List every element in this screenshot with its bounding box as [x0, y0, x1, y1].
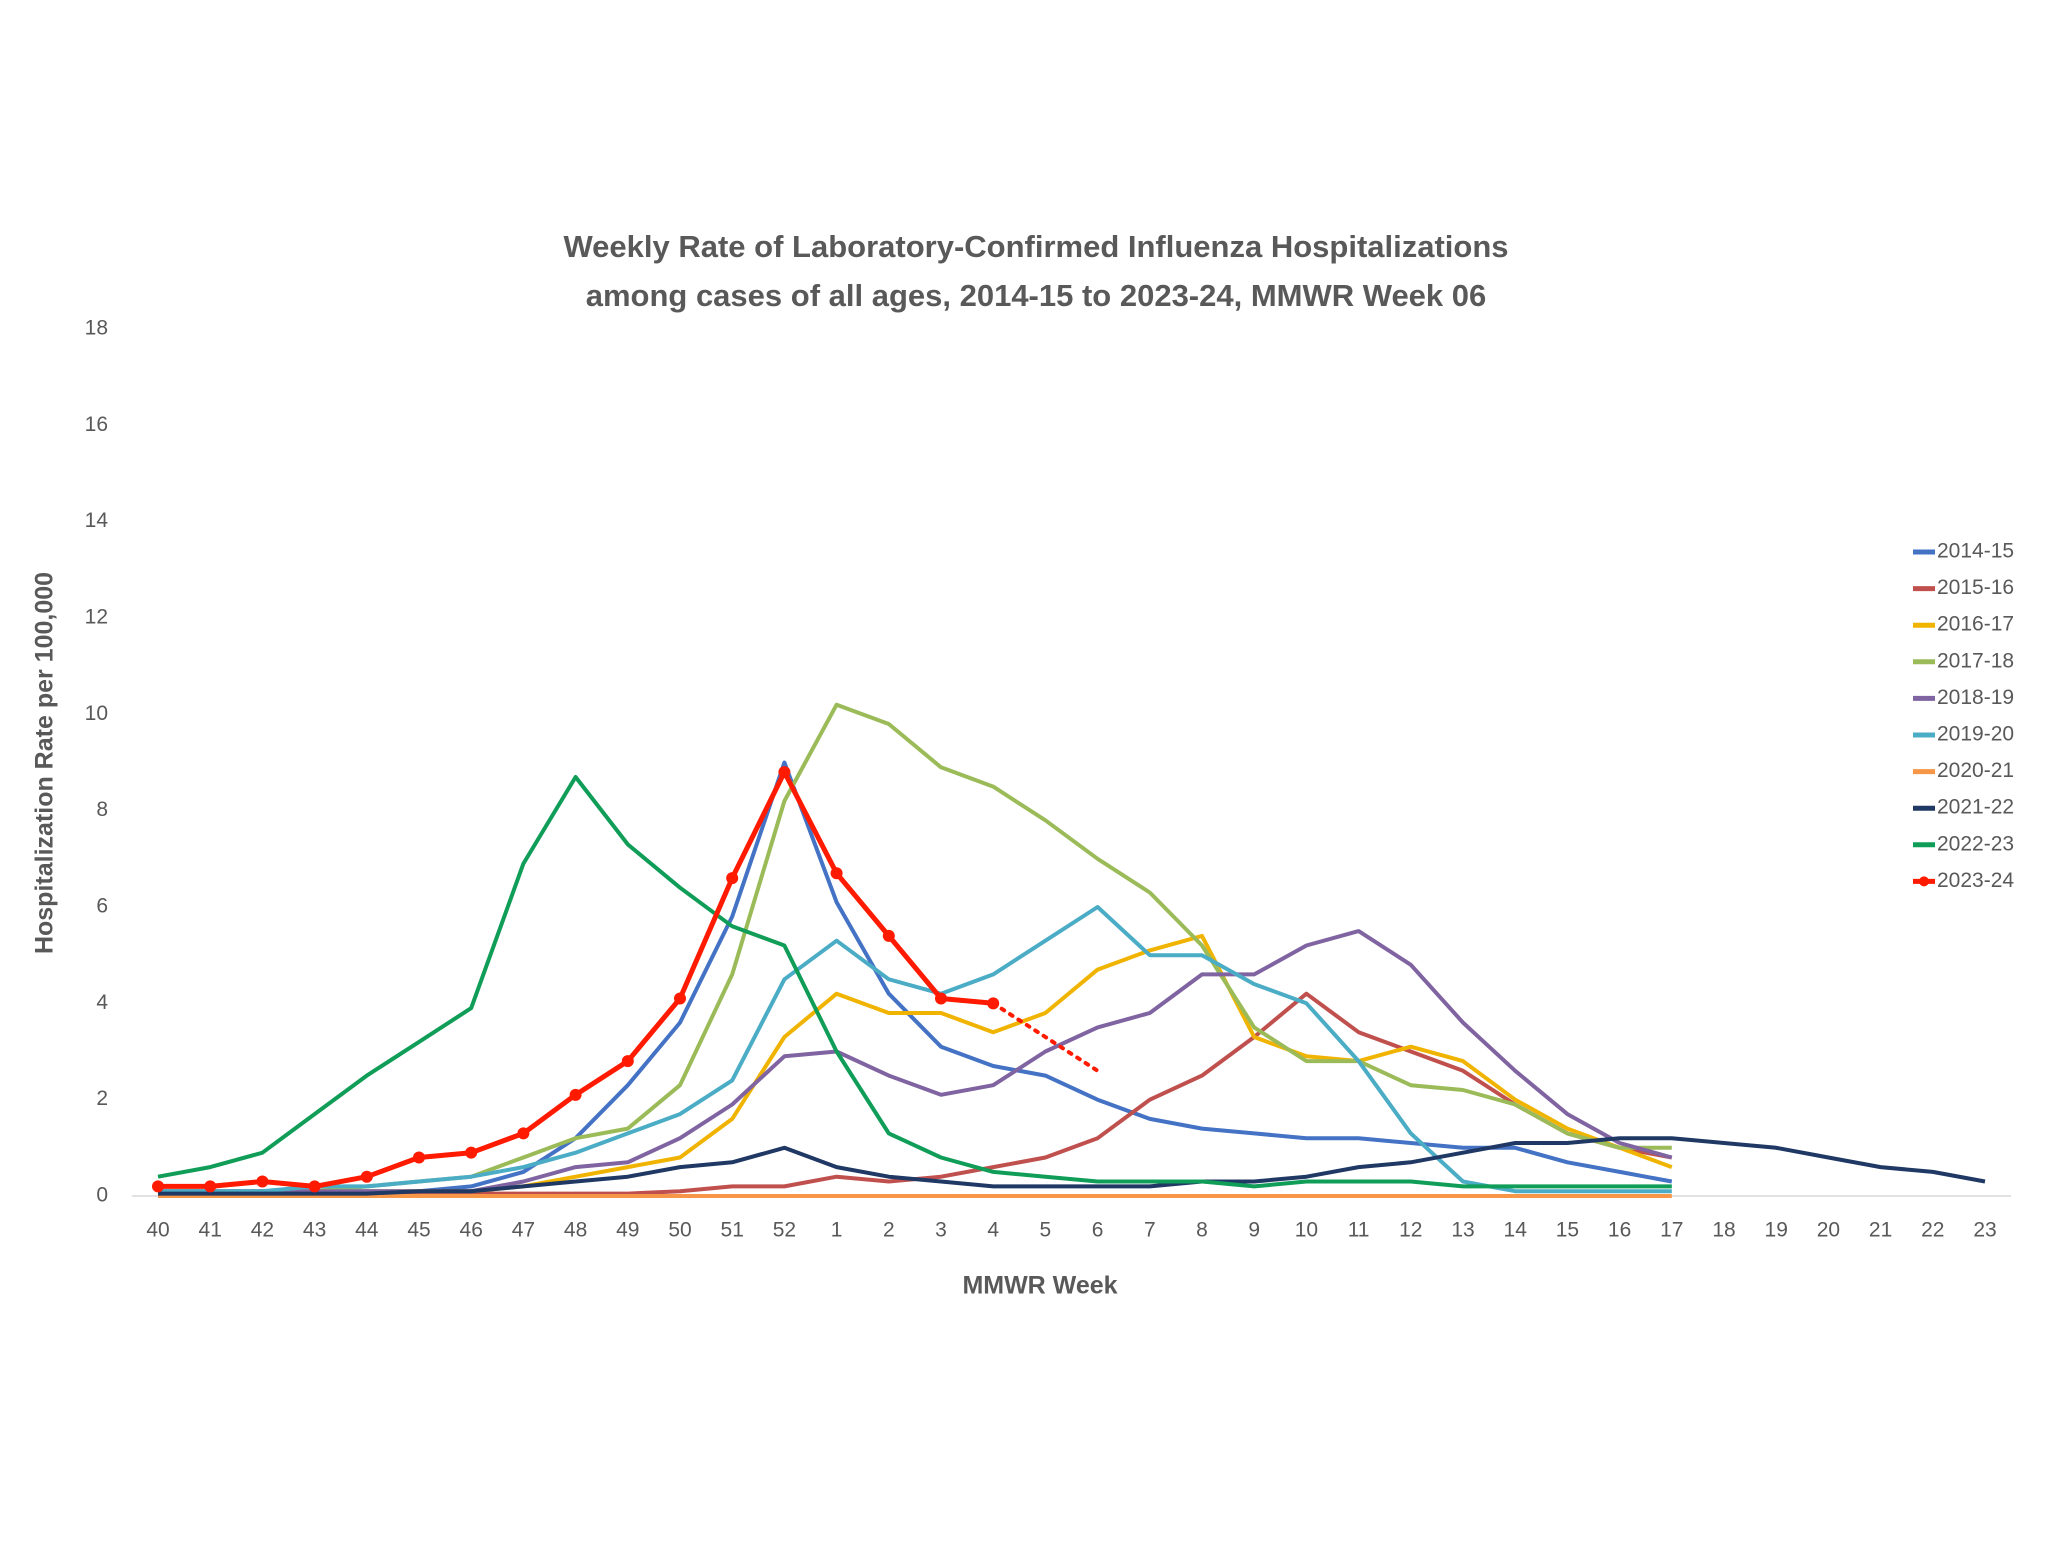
- legend-label: 2015-16: [1937, 576, 2014, 599]
- point-marker: [465, 1146, 478, 1159]
- point-marker: [152, 1180, 164, 1193]
- x-tick-label: 42: [251, 1219, 274, 1242]
- point-marker: [778, 766, 791, 779]
- y-axis-title: Hospitalization Rate per 100,000: [31, 572, 59, 954]
- y-tick-label: 12: [85, 606, 108, 629]
- x-tick-label: 13: [1451, 1219, 1474, 1242]
- y-tick-label: 10: [85, 702, 108, 725]
- x-tick-label: 48: [564, 1219, 587, 1242]
- x-tick-label: 22: [1921, 1219, 1944, 1242]
- x-tick-label: 14: [1504, 1219, 1528, 1242]
- x-tick-label: 49: [616, 1219, 639, 1242]
- legend-label: 2021-22: [1937, 796, 2014, 819]
- legend-label: 2016-17: [1937, 613, 2014, 636]
- x-tick-label: 46: [460, 1219, 483, 1242]
- y-tick-label: 0: [96, 1184, 108, 1207]
- x-tick-label: 2: [883, 1219, 895, 1242]
- y-tick-label: 6: [96, 895, 108, 918]
- point-marker: [830, 867, 843, 880]
- x-tick-label: 17: [1660, 1219, 1683, 1242]
- legend-label: 2014-15: [1937, 540, 2014, 563]
- point-marker: [569, 1088, 582, 1101]
- x-tick-label: 3: [935, 1219, 947, 1242]
- chart-title: among cases of all ages, 2014-15 to 2023…: [586, 278, 1487, 313]
- x-tick-label: 7: [1144, 1219, 1156, 1242]
- legend-label: 2019-20: [1937, 723, 2014, 746]
- x-tick-label: 15: [1556, 1219, 1579, 1242]
- legend-label: 2022-23: [1937, 832, 2014, 855]
- x-tick-label: 20: [1817, 1219, 1840, 1242]
- chart-title: Weekly Rate of Laboratory-Confirmed Infl…: [563, 229, 1508, 264]
- point-marker: [935, 992, 947, 1005]
- y-tick-label: 16: [85, 413, 108, 436]
- y-tick-label: 18: [85, 317, 108, 340]
- y-tick-label: 8: [96, 798, 108, 821]
- series-line: [157, 775, 1672, 1189]
- x-tick-label: 51: [721, 1219, 744, 1242]
- legend-label: 2017-18: [1937, 649, 2014, 672]
- point-marker: [987, 997, 1000, 1010]
- x-tick-label: 9: [1248, 1219, 1260, 1242]
- x-axis-title: MMWR Week: [962, 1272, 1117, 1300]
- x-tick-label: 5: [1040, 1219, 1052, 1242]
- x-tick-label: 40: [146, 1219, 169, 1242]
- point-marker: [413, 1151, 425, 1164]
- point-marker: [204, 1180, 217, 1193]
- point-marker: [882, 929, 895, 942]
- legend-label: 2020-21: [1937, 759, 2014, 782]
- series-line: [158, 1136, 1986, 1196]
- point-marker: [517, 1127, 530, 1140]
- x-tick-label: 8: [1196, 1219, 1208, 1242]
- x-tick-label: 10: [1295, 1219, 1318, 1242]
- point-marker: [621, 1055, 634, 1068]
- x-tick-label: 18: [1712, 1219, 1735, 1242]
- x-tick-label: 52: [773, 1219, 796, 1242]
- x-tick-label: 21: [1869, 1219, 1892, 1242]
- x-tick-label: 12: [1399, 1219, 1422, 1242]
- x-tick-label: 47: [512, 1219, 535, 1242]
- point-marker: [308, 1180, 321, 1193]
- x-tick-label: 41: [199, 1219, 222, 1242]
- x-tick-label: 4: [987, 1219, 999, 1242]
- series-line: [158, 905, 1672, 1194]
- x-tick-label: 23: [1973, 1219, 1996, 1242]
- x-tick-label: 6: [1092, 1219, 1104, 1242]
- x-tick-label: 50: [668, 1219, 691, 1242]
- legend-marker: [1919, 876, 1929, 887]
- y-tick-label: 2: [96, 1087, 108, 1110]
- x-tick-label: 11: [1348, 1219, 1370, 1242]
- projection-line: [991, 1001, 1100, 1073]
- x-tick-label: 19: [1765, 1219, 1788, 1242]
- x-tick-label: 1: [831, 1219, 843, 1242]
- x-tick-label: 16: [1608, 1219, 1631, 1242]
- legend-label: 2018-19: [1937, 686, 2014, 709]
- point-marker: [360, 1170, 373, 1183]
- x-tick-label: 44: [355, 1219, 379, 1242]
- x-tick-label: 43: [303, 1219, 326, 1242]
- point-marker: [674, 992, 686, 1005]
- point-marker: [726, 872, 739, 885]
- x-tick-label: 45: [407, 1219, 430, 1242]
- y-tick-label: 14: [85, 509, 109, 532]
- point-marker: [256, 1175, 269, 1188]
- legend-label: 2023-24: [1937, 869, 2014, 892]
- y-tick-label: 4: [96, 991, 108, 1014]
